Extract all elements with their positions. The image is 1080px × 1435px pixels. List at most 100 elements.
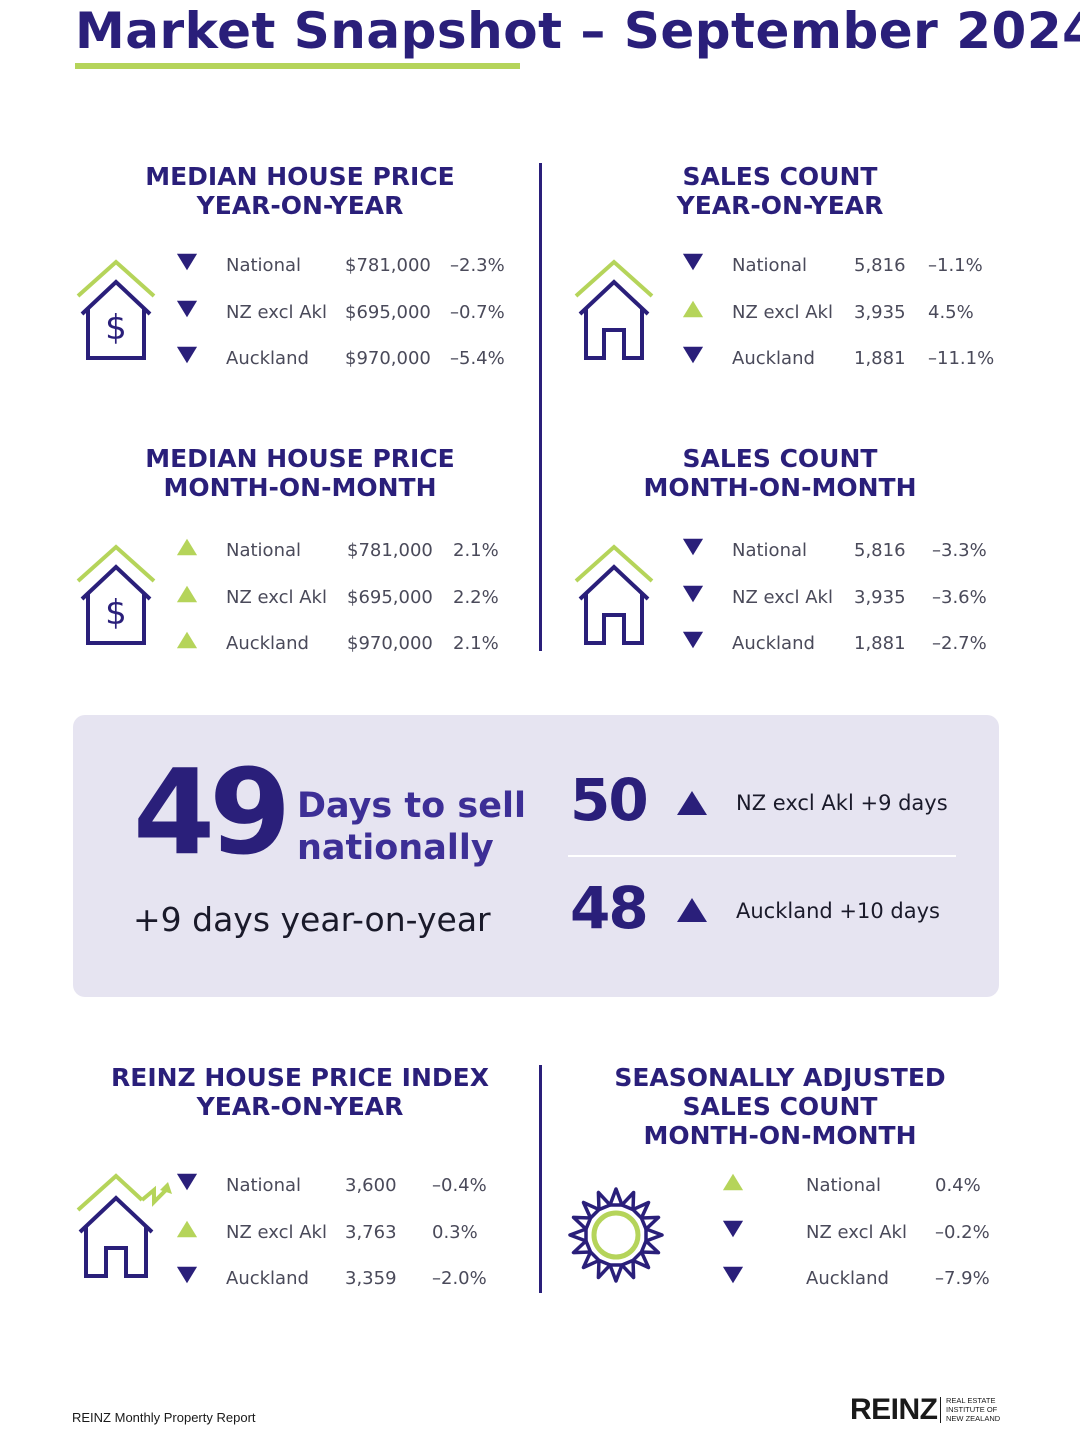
metric-region-label: NZ excl Akl [732, 586, 833, 608]
down-arrow-icon [682, 631, 704, 649]
metric-row: Auckland $970,000 2.1% [0, 629, 1080, 659]
down-arrow-icon [176, 253, 198, 271]
metric-row: Auckland 1,881 –11.1% [0, 344, 1080, 374]
metric-region-label: National [226, 540, 302, 561]
metric-row: NZ excl Akl –0.2% [0, 1218, 1080, 1248]
svg-text:$: $ [105, 308, 127, 348]
up-arrow-icon [722, 1173, 744, 1191]
house-dollar-icon: $ [76, 259, 156, 360]
metric-change: –0.2% [935, 1221, 990, 1243]
hpi-yoy-title: REINZ HOUSE PRICE INDEX YEAR-ON-YEAR [111, 1063, 489, 1121]
house-icon [574, 259, 654, 360]
metric-region-label: National [732, 255, 808, 276]
up-arrow-icon [176, 538, 198, 556]
metric-change: –3.3% [932, 540, 987, 561]
metric-change: 4.5% [928, 301, 974, 323]
metric-region-label: National [806, 1175, 882, 1196]
metric-region-label: NZ excl Akl [732, 301, 833, 323]
days-to-sell-label: Days to sell nationally [297, 786, 526, 868]
metric-region-label: NZ excl Akl [226, 301, 327, 323]
metric-change: –2.3% [450, 255, 505, 276]
metric-change: –5.4% [450, 348, 505, 369]
metric-region-label: Auckland [732, 633, 815, 654]
up-arrow-icon [176, 1220, 198, 1237]
down-arrow-icon [722, 1220, 744, 1237]
metric-region-label: Auckland [732, 348, 815, 369]
metric-row: National 0.4% [0, 1171, 1080, 1201]
sales-yoy-title: SALES COUNT YEAR-ON-YEAR [676, 162, 884, 220]
metric-change: 2.1% [453, 633, 499, 654]
metric-value: 3,763 [345, 1221, 397, 1243]
nz-excl-akl-days-value: 50 [570, 766, 649, 834]
metric-value: 3,359 [345, 1268, 397, 1289]
metric-row: NZ excl Akl 3,935 –3.6% [0, 583, 1080, 613]
metric-change: 0.3% [432, 1221, 478, 1243]
down-arrow-icon [682, 585, 704, 602]
auckland-days-label: Auckland +10 days [736, 899, 940, 923]
metric-row: Auckland –7.9% [0, 1264, 1080, 1294]
metric-region-label: NZ excl Akl [806, 1221, 907, 1243]
down-arrow-icon [176, 300, 198, 317]
metric-change: 2.1% [453, 540, 499, 561]
metric-change: –2.0% [432, 1268, 487, 1289]
up-arrow-icon [176, 585, 198, 602]
house-icon [574, 544, 654, 645]
svg-text:$: $ [105, 593, 127, 633]
metric-row: Auckland 3,359 –2.0% [0, 1264, 1080, 1294]
days-yoy-change: +9 days year-on-year [133, 900, 491, 939]
panel-divider [568, 855, 956, 857]
metric-row: NZ excl Akl $695,000 2.2% [0, 583, 1080, 613]
down-arrow-icon [176, 1173, 198, 1191]
down-arrow-icon [682, 346, 704, 364]
down-arrow-icon [722, 1266, 744, 1284]
logo-wordmark: REINZ [850, 1393, 938, 1426]
metric-change: –1.1% [928, 255, 983, 276]
metric-value: $695,000 [345, 301, 431, 323]
logo-separator [940, 1397, 941, 1423]
metric-row: Auckland $970,000 –5.4% [0, 344, 1080, 374]
median-mom-title: MEDIAN HOUSE PRICE MONTH-ON-MONTH [145, 444, 455, 502]
national-days-value: 49 [133, 743, 291, 881]
metric-region-label: National [226, 1175, 302, 1196]
divider-bottom [539, 1065, 542, 1293]
metric-region-label: NZ excl Akl [226, 1221, 327, 1243]
up-arrow-icon [677, 898, 707, 922]
down-arrow-icon [682, 538, 704, 556]
page-title: Market Snapshot – September 2024 [75, 2, 1080, 60]
metric-row: NZ excl Akl $695,000 –0.7% [0, 298, 1080, 328]
metric-region-label: NZ excl Akl [226, 586, 327, 608]
metric-row: National $781,000 2.1% [0, 536, 1080, 566]
up-arrow-icon [682, 300, 704, 317]
metric-value: $781,000 [345, 255, 431, 276]
metric-row: NZ excl Akl 3,935 4.5% [0, 298, 1080, 328]
metric-region-label: Auckland [226, 1268, 309, 1289]
up-arrow-icon [677, 791, 707, 815]
sun-icon [568, 1187, 664, 1283]
down-arrow-icon [176, 346, 198, 364]
metric-change: –0.4% [432, 1175, 487, 1196]
metric-value: 1,881 [854, 633, 906, 654]
metric-row: National 5,816 –1.1% [0, 251, 1080, 281]
logo-subtitle: REAL ESTATE INSTITUTE OF NEW ZEALAND [946, 1396, 1001, 1423]
metric-change: –11.1% [928, 348, 995, 369]
seasonal-mom-title: SEASONALLY ADJUSTED SALES COUNT MONTH-ON… [614, 1063, 946, 1150]
metric-value: $695,000 [347, 586, 433, 608]
nz-excl-akl-days-label: NZ excl Akl +9 days [736, 791, 948, 815]
metric-region-label: Auckland [226, 633, 309, 654]
title-underline [75, 63, 520, 69]
metric-value: 3,600 [345, 1175, 397, 1196]
footer-report-name: REINZ Monthly Property Report [72, 1410, 256, 1425]
down-arrow-icon [682, 253, 704, 271]
divider-top [539, 163, 542, 651]
metric-change: 2.2% [453, 586, 499, 608]
metric-region-label: National [226, 255, 302, 276]
metric-change: 0.4% [935, 1175, 981, 1196]
metric-value: 5,816 [854, 540, 906, 561]
reinz-logo: REINZ REAL ESTATE INSTITUTE OF NEW ZEALA… [850, 1393, 1010, 1427]
metric-value: 5,816 [854, 255, 906, 276]
metric-value: 1,881 [854, 348, 906, 369]
metric-change: –0.7% [450, 301, 505, 323]
down-arrow-icon [176, 1266, 198, 1284]
metric-row: National $781,000 –2.3% [0, 251, 1080, 281]
metric-change: –3.6% [932, 586, 987, 608]
